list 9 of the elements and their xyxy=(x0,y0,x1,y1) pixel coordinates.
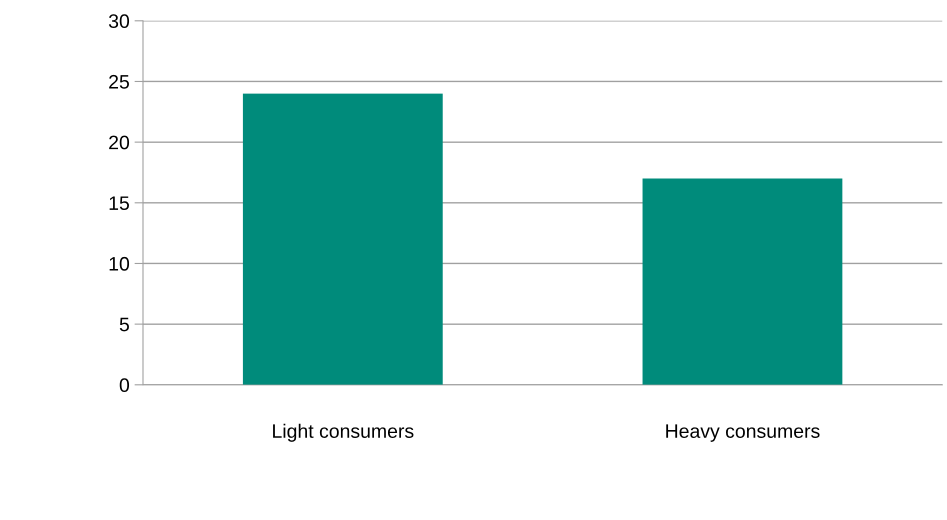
y-tick-label: 10 xyxy=(110,256,130,271)
y-tick-label: 20 xyxy=(109,136,130,150)
y-tick-label: 5 xyxy=(120,318,129,332)
y-tick-label: 30 xyxy=(108,14,130,28)
x-tick-label: Light consumers xyxy=(273,424,414,442)
y-tick-label: 15 xyxy=(110,196,129,210)
y-tick-label: 0 xyxy=(120,378,130,392)
x-tick-label: Heavy consumers xyxy=(666,424,820,442)
y-tick-label: 25 xyxy=(109,74,129,89)
